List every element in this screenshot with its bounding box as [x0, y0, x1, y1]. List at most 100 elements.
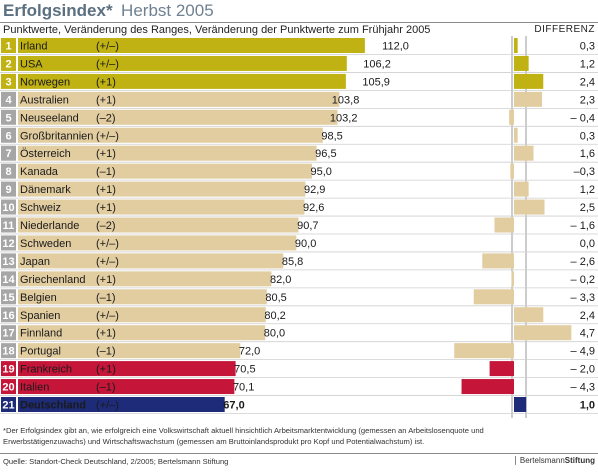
score-value-label: 85,8 [282, 256, 303, 268]
score-bar [18, 235, 297, 251]
rank-change-label: (–1) [96, 346, 116, 358]
score-bar [18, 271, 272, 287]
rank-box [1, 289, 16, 305]
diff-bar [514, 199, 545, 215]
header-rule [0, 22, 598, 23]
score-value-label: 90,7 [297, 220, 318, 232]
score-value-label: 72,0 [239, 346, 260, 358]
diff-value-label: – 3,3 [571, 292, 595, 304]
diff-value-label: – 0,2 [571, 274, 595, 286]
rank-change-label: (+/–) [96, 310, 119, 322]
score-bar [18, 397, 225, 412]
country-label: Griechenland [20, 274, 85, 286]
rank-change-label: (–2) [96, 220, 116, 232]
score-bar [18, 343, 241, 359]
difference-column-header: DIFFERENZ [534, 24, 595, 35]
rank-change-label: (+/–) [96, 58, 119, 70]
score-bar [18, 253, 284, 269]
rank-number: 19 [2, 364, 14, 376]
rank-number: 9 [5, 184, 11, 196]
rank-change-label: (–1) [96, 292, 116, 304]
rank-number: 20 [2, 382, 14, 394]
diff-value-label: – 2,6 [571, 256, 595, 268]
score-bar [18, 379, 235, 395]
score-value-label: 98,5 [321, 130, 342, 142]
rank-number: 3 [5, 76, 11, 88]
rank-box [1, 163, 16, 179]
diff-bar [514, 38, 518, 53]
country-label: Australien [20, 94, 69, 106]
rank-number: 16 [2, 310, 14, 322]
country-label: Finnland [20, 328, 62, 340]
rank-box [1, 127, 16, 143]
rank-number: 1 [5, 41, 11, 53]
diff-bar [514, 397, 527, 412]
diff-bar [514, 73, 544, 89]
rank-box [1, 397, 16, 412]
diff-bar [511, 271, 514, 287]
rank-box [1, 181, 16, 197]
brand-logo: BertelsmannStiftung [514, 456, 595, 465]
country-label: Dänemark [20, 184, 71, 196]
score-value-label: 90,0 [295, 238, 316, 250]
diff-value-label: – 2,0 [571, 364, 595, 376]
diff-value-label: 1,2 [580, 184, 595, 196]
rank-box [1, 307, 16, 323]
diff-bar [482, 253, 514, 269]
diff-bar [514, 325, 572, 341]
country-label: Schweden [20, 238, 71, 250]
score-value-label: 106,2 [363, 58, 391, 70]
diff-bar [514, 55, 529, 71]
country-label: Belgien [20, 292, 57, 304]
rank-number: 21 [2, 400, 14, 412]
rank-change-label: (+/–) [96, 130, 119, 142]
rank-number: 13 [2, 256, 14, 268]
rank-box [1, 109, 16, 125]
chart-title: Erfolgsindex* Herbst 2005 [3, 1, 214, 23]
brand-bold: Stiftung [564, 456, 595, 465]
country-label: Schweiz [20, 202, 61, 214]
diff-bar [494, 217, 514, 233]
rank-number: 6 [5, 130, 11, 142]
country-label: Portugal [20, 346, 61, 358]
score-value-label: 105,9 [362, 76, 390, 88]
diff-value-label: – 4,9 [571, 346, 595, 358]
score-value-label: 96,5 [315, 148, 336, 160]
score-bar [18, 127, 323, 143]
country-label: USA [20, 58, 43, 70]
score-value-label: 103,8 [332, 94, 360, 106]
rank-box [1, 55, 16, 71]
country-label: Großbritannien [20, 130, 93, 142]
diff-value-label: 0,0 [580, 238, 595, 250]
rank-change-label: (+1) [96, 94, 116, 106]
score-value-label: 92,9 [304, 184, 325, 196]
rank-number: 7 [5, 148, 11, 160]
country-label: Neuseeland [20, 112, 79, 124]
rank-number: 10 [2, 202, 14, 214]
rank-number: 4 [5, 94, 12, 106]
rank-number: 11 [3, 220, 15, 232]
score-bar [18, 73, 346, 89]
diff-bar [461, 379, 514, 395]
score-value-label: 80,5 [265, 292, 286, 304]
rank-change-label: (–2) [96, 112, 116, 124]
diff-bar [514, 181, 529, 197]
rank-number: 14 [2, 274, 15, 286]
diff-bar [489, 361, 514, 377]
title-term: Herbst 2005 [121, 1, 214, 20]
country-label: Kanada [20, 166, 59, 178]
score-value-label: 80,0 [264, 328, 285, 340]
rank-change-label: (+/–) [96, 41, 119, 53]
rank-box [1, 379, 16, 395]
diff-value-label: 0,3 [580, 130, 595, 142]
score-value-label: 112,0 [382, 41, 409, 53]
country-label: Frankreich [20, 364, 72, 376]
footer-rule [0, 453, 598, 454]
rank-change-label: (–1) [96, 382, 116, 394]
score-bar [18, 217, 299, 233]
diff-value-label: – 0,4 [571, 112, 595, 124]
country-label: Niederlande [20, 220, 79, 232]
rank-number: 2 [5, 58, 11, 70]
score-bar [18, 55, 347, 71]
